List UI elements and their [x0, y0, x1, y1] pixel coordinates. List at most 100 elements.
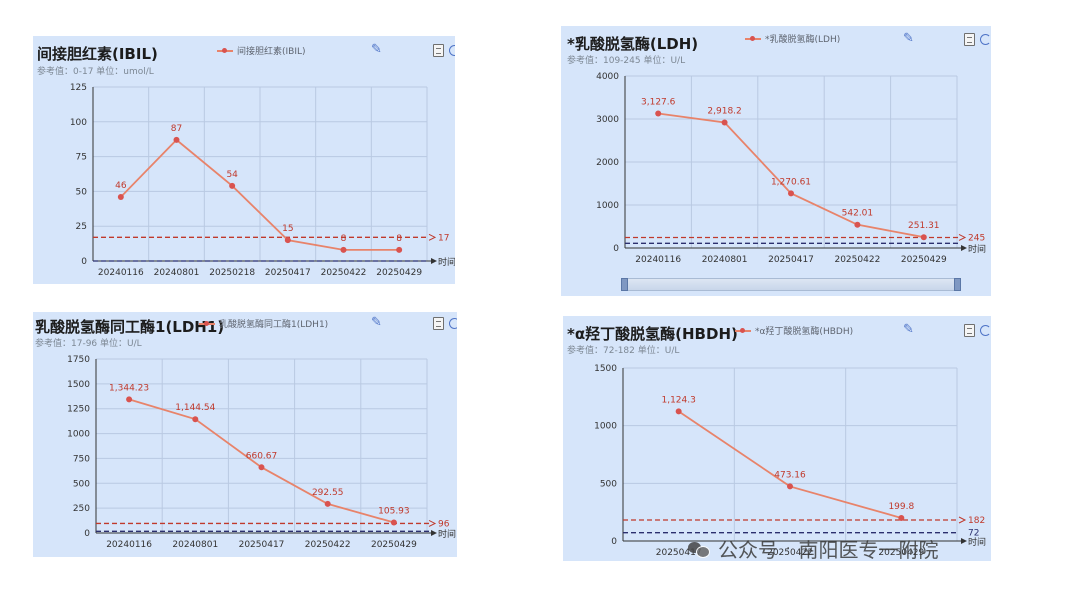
chart-panel-ldh1: 乳酸脱氢酶同工酶1(LDH1) 乳酸脱氢酶同工酶1(LDH1) 参考值：17-9… — [33, 312, 457, 557]
x-tick-label: 20250422 — [834, 255, 880, 265]
data-label: 15 — [282, 224, 293, 234]
pencil-edit-icon[interactable]: ✎ — [371, 42, 382, 57]
data-label: 292.55 — [312, 488, 344, 498]
data-label: 87 — [171, 124, 182, 134]
data-point — [396, 246, 403, 253]
reference-upper-arrow — [428, 233, 437, 241]
watermark-dot: · — [786, 540, 791, 557]
legend-marker-icon — [735, 327, 751, 335]
data-label: 46 — [115, 181, 127, 191]
reference-range: 参考值：109-245 单位：U/L — [567, 56, 686, 66]
x-tick-label: 20250422 — [767, 548, 813, 558]
y-tick-label: 2000 — [596, 158, 619, 168]
y-tick-label: 75 — [76, 153, 87, 163]
reference-upper-arrow — [428, 520, 437, 527]
x-axis-unit: 时间 — [968, 536, 986, 548]
data-point — [390, 519, 397, 526]
data-point — [284, 237, 291, 244]
chart-panel-ibil: 间接胆红素(IBIL) 间接胆红素(IBIL) 参考值：0-17 单位：umol… — [33, 36, 455, 284]
y-tick-label: 100 — [70, 118, 87, 128]
y-tick-label: 1750 — [67, 355, 90, 365]
document-icon[interactable] — [964, 33, 975, 46]
reference-lower-label: 72 — [968, 529, 979, 539]
chart-legend[interactable]: 乳酸脱氢酶同工酶1(LDH1) — [199, 317, 328, 330]
document-icon[interactable] — [964, 324, 975, 337]
x-tick-label: 20240116 — [98, 268, 144, 278]
reference-range: 参考值：0-17 单位：umol/L — [37, 67, 154, 77]
legend-marker-icon — [217, 47, 233, 55]
x-tick-label: 20240116 — [106, 540, 152, 550]
data-label: 54 — [226, 170, 238, 180]
slider-handle-right[interactable] — [954, 278, 961, 291]
data-label: 542.01 — [842, 209, 874, 219]
x-tick-label: 20250417 — [239, 540, 285, 550]
document-icon[interactable] — [433, 44, 444, 57]
reference-upper-arrow — [958, 516, 967, 524]
reference-upper-label: 17 — [438, 233, 449, 243]
y-tick-label: 25 — [76, 222, 87, 232]
y-tick-label: 750 — [73, 454, 90, 464]
data-label: 1,144.54 — [175, 403, 215, 413]
data-point — [854, 221, 861, 228]
data-point — [788, 190, 794, 197]
reference-range: 参考值：17-96 单位：U/L — [35, 339, 142, 349]
data-point — [340, 246, 347, 253]
y-tick-label: 250 — [73, 504, 90, 514]
legend-label: 乳酸脱氢酶同工酶1(LDH1) — [219, 320, 329, 330]
data-point — [126, 396, 133, 403]
x-tick-label: 20240801 — [154, 268, 200, 278]
chart-legend[interactable]: 间接胆红素(IBIL) — [217, 44, 306, 57]
data-label: 660.67 — [246, 451, 278, 461]
x-tick-label: 20240801 — [172, 540, 218, 550]
refresh-icon[interactable] — [980, 325, 991, 336]
x-tick-label: 20250417 — [265, 268, 311, 278]
zoom-slider[interactable] — [621, 278, 961, 291]
refresh-icon[interactable] — [980, 34, 991, 45]
data-point — [324, 500, 331, 507]
reference-upper-label: 182 — [968, 516, 985, 526]
refresh-icon[interactable] — [449, 45, 455, 56]
document-icon[interactable] — [433, 317, 444, 330]
pencil-edit-icon[interactable]: ✎ — [903, 322, 914, 337]
legend-marker-icon — [745, 35, 761, 43]
chart-title: 间接胆红素(IBIL) — [37, 45, 158, 63]
y-tick-label: 1000 — [596, 201, 619, 211]
reference-upper-arrow — [958, 234, 967, 241]
x-tick-label: 20250429 — [376, 268, 422, 278]
chart-title: *α羟丁酸脱氢酶(HBDH) — [567, 325, 738, 343]
x-tick-label: 20240116 — [635, 255, 681, 265]
data-label: 3,127.6 — [641, 98, 676, 108]
data-label: 8 — [396, 234, 402, 244]
y-tick-label: 1000 — [594, 422, 617, 432]
slider-handle-left[interactable] — [621, 278, 628, 291]
y-tick-label: 500 — [600, 479, 617, 489]
x-tick-label: 20250422 — [305, 540, 351, 550]
chart-legend[interactable]: *乳酸脱氢酶(LDH) — [745, 32, 840, 45]
data-point — [721, 119, 728, 126]
chart-plot: 0 25 50 75 100 125 时间 17 20240116 20240801 2025021… — [70, 83, 455, 278]
reference-upper-label: 245 — [968, 233, 985, 243]
data-label: 8 — [341, 234, 347, 244]
pencil-edit-icon[interactable]: ✎ — [371, 315, 382, 330]
legend-marker-icon — [199, 320, 215, 328]
x-axis-arrow — [961, 245, 967, 251]
chart-legend[interactable]: *α羟丁酸脱氢酶(HBDH) — [735, 324, 853, 337]
chart-plot: 0 500 1000 1500 时间 182 72 20250417 20250422 20250… — [594, 364, 986, 558]
data-point — [229, 182, 236, 189]
data-label: 105.93 — [378, 506, 410, 516]
data-label: 2,918.2 — [707, 107, 741, 117]
watermark-left: 公众号 — [718, 538, 778, 562]
reference-range: 参考值：72-182 单位：U/L — [567, 346, 680, 356]
data-point — [655, 110, 662, 117]
x-tick-label: 20250429 — [901, 255, 947, 265]
refresh-icon[interactable] — [449, 318, 457, 329]
pencil-edit-icon[interactable]: ✎ — [903, 31, 914, 46]
y-tick-label: 1000 — [67, 430, 90, 440]
x-axis-arrow — [961, 538, 967, 544]
x-axis-unit: 时间 — [968, 243, 986, 255]
chart-panel-ldh: *乳酸脱氢酶(LDH) *乳酸脱氢酶(LDH) 参考值：109-245 单位：U… — [561, 26, 991, 296]
data-point — [173, 136, 180, 143]
legend-label: *乳酸脱氢酶(LDH) — [765, 35, 841, 45]
